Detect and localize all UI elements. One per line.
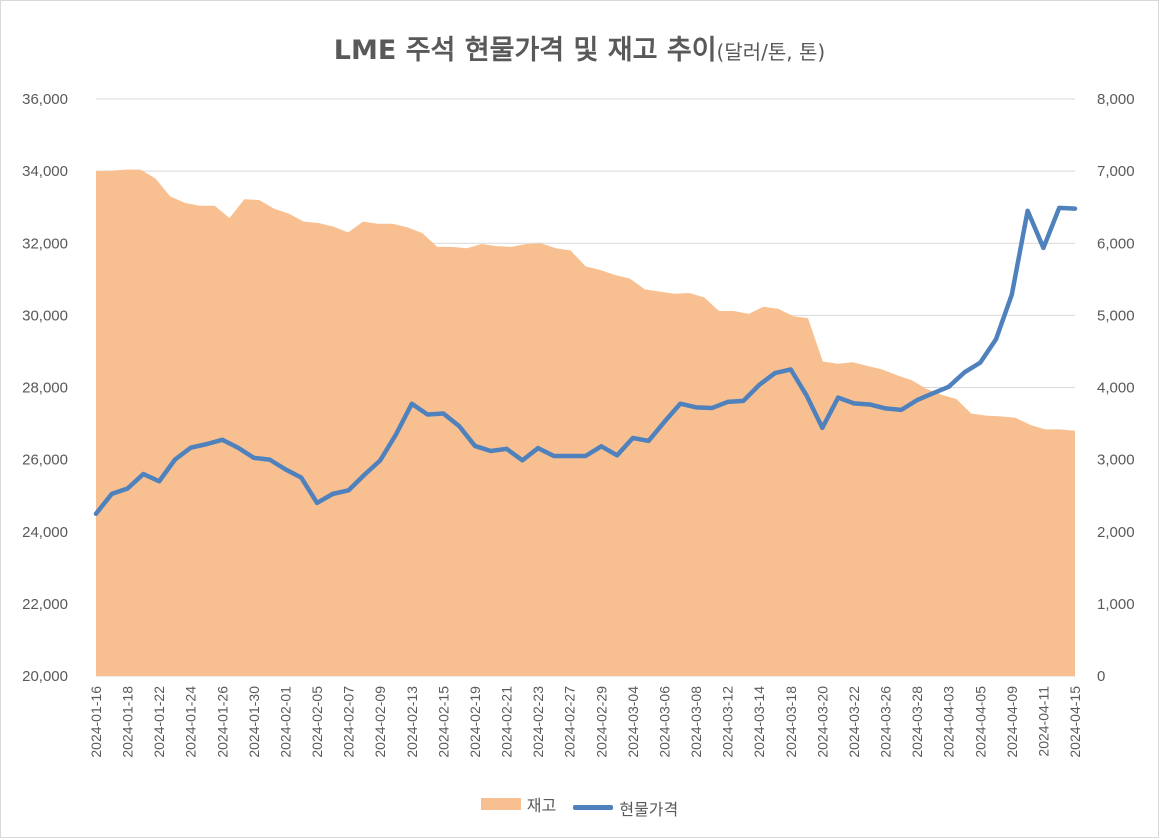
x-tick-label: 2024-04-03 xyxy=(941,686,957,758)
chart-title: LME 주석 현물가격 및 재고 추이(달러/톤, 톤) xyxy=(0,28,1159,67)
y-right-tick-label: 7,000 xyxy=(1097,163,1135,180)
chart-title-unit: (달러/톤, 톤) xyxy=(716,40,826,64)
x-tick-label: 2024-02-09 xyxy=(372,686,388,758)
x-tick-label: 2024-04-15 xyxy=(1067,686,1083,758)
x-tick-label: 2024-02-13 xyxy=(404,686,420,758)
x-tick-label: 2024-03-28 xyxy=(909,686,925,758)
inventory-area-layer xyxy=(96,169,1075,676)
y-left-tick-label: 30,000 xyxy=(22,307,68,324)
y-left-tick-label: 22,000 xyxy=(22,596,68,613)
legend-label-inventory: 재고 xyxy=(526,796,557,815)
legend-item-inventory: 재고 xyxy=(480,792,557,816)
y-right-tick-label: 0 xyxy=(1097,668,1105,685)
legend-swatch-area xyxy=(480,798,521,810)
x-tick-label: 2024-03-18 xyxy=(783,686,799,758)
y-right-tick-label: 5,000 xyxy=(1097,307,1135,324)
price-line xyxy=(93,205,1078,516)
inventory-area xyxy=(96,169,1075,676)
x-tick-label: 2024-03-12 xyxy=(720,686,736,758)
x-tick-label: 2024-01-24 xyxy=(183,686,199,758)
chart-title-main: LME 주석 현물가격 및 재고 추이 xyxy=(333,35,717,66)
y-right-tick-label: 1,000 xyxy=(1097,596,1135,613)
y-right-tick-label: 8,000 xyxy=(1097,91,1135,108)
y-right-tick-label: 4,000 xyxy=(1097,380,1135,397)
x-tick-label: 2024-03-20 xyxy=(814,686,830,758)
legend: 재고 현물가격 xyxy=(0,792,1159,820)
x-tick-label: 2024-01-16 xyxy=(88,686,104,758)
x-tick-label: 2024-04-09 xyxy=(1004,686,1020,758)
x-tick-label: 2024-02-07 xyxy=(341,686,357,758)
legend-item-price: 현물가격 xyxy=(573,796,678,820)
y-left-tick-label: 34,000 xyxy=(22,163,68,180)
x-tick-label: 2024-02-29 xyxy=(593,686,609,758)
x-tick-label: 2024-02-01 xyxy=(277,686,293,758)
x-tick-label: 2024-03-04 xyxy=(625,686,641,758)
y-left-tick-label: 20,000 xyxy=(22,668,68,685)
left-axis-ticks: 20,000 22,000 24,000 26,000 28,000 30,000 32,0… xyxy=(22,91,68,685)
x-tick-label: 2024-02-15 xyxy=(435,686,451,758)
x-tick-label: 2024-03-06 xyxy=(656,686,672,758)
x-tick-label: 2024-01-18 xyxy=(120,686,136,758)
x-tick-label: 2024-02-23 xyxy=(530,686,546,758)
x-tick-label: 2024-03-14 xyxy=(751,686,767,758)
y-right-tick-label: 6,000 xyxy=(1097,235,1135,252)
x-tick-label: 2024-04-05 xyxy=(972,686,988,758)
x-tick-label: 2024-04-11 xyxy=(1035,686,1051,757)
legend-label-price: 현물가격 xyxy=(619,799,679,819)
x-tick-label: 2024-01-26 xyxy=(214,686,230,758)
x-tick-label: 2024-02-19 xyxy=(467,686,483,758)
x-tick-label: 2024-02-05 xyxy=(309,686,325,758)
y-left-tick-label: 28,000 xyxy=(22,380,68,397)
right-axis-ticks: 0 1,000 2,000 3,000 4,000 5,000 6,000 7,000 8,00… xyxy=(1097,91,1135,685)
legend-swatch-line xyxy=(573,805,614,810)
x-tick-label: 2024-01-30 xyxy=(246,686,262,758)
x-tick-label: 2024-01-22 xyxy=(151,686,167,758)
price-line-layer xyxy=(93,205,1078,516)
y-right-tick-label: 3,000 xyxy=(1097,452,1135,469)
x-axis-ticks: 2024-01-16 2024-01-18 2024-01-22 2024-01-24… xyxy=(88,686,1083,758)
y-left-tick-label: 36,000 xyxy=(22,91,68,108)
y-left-tick-label: 32,000 xyxy=(22,235,68,252)
x-tick-label: 2024-02-27 xyxy=(562,686,578,758)
y-left-tick-label: 24,000 xyxy=(22,524,68,541)
x-tick-label: 2024-03-22 xyxy=(846,686,862,758)
y-left-tick-label: 26,000 xyxy=(22,452,68,469)
x-tick-label: 2024-03-26 xyxy=(878,686,894,758)
x-tick-label: 2024-03-08 xyxy=(688,686,704,758)
y-right-tick-label: 2,000 xyxy=(1097,524,1135,541)
x-tick-label: 2024-02-21 xyxy=(499,686,515,758)
